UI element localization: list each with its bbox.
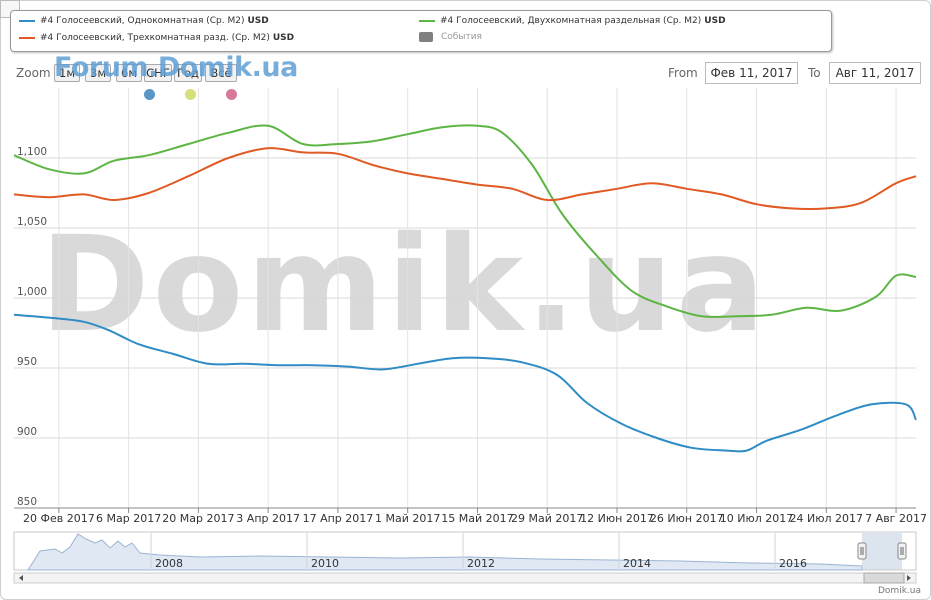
credit-label: Domik.ua <box>878 586 921 596</box>
x-tick-label: 20 Фев 2017 <box>23 512 95 525</box>
x-tick-label: 20 Мар 2017 <box>162 512 234 525</box>
legend-label: События <box>441 32 482 42</box>
zoom-all-button[interactable]: Всё <box>205 64 237 82</box>
event-marker-icon[interactable] <box>144 89 155 100</box>
legend-line-icon <box>419 20 435 22</box>
zoom-6m-button[interactable]: 6м <box>116 64 142 82</box>
navigator-year-label: 2016 <box>779 557 807 570</box>
y-tick-label: 1,050 <box>17 216 47 228</box>
navigator-year-label: 2010 <box>311 557 339 570</box>
legend-line-icon <box>19 20 35 22</box>
legend-currency: USD <box>247 16 269 26</box>
legend-item-1room[interactable]: #4 Голосеевский, Однокомнатная (Ср. M2) … <box>19 16 269 26</box>
series-line-1room[interactable] <box>13 313 917 453</box>
legend-currency: USD <box>704 16 726 26</box>
navigator-area <box>27 533 863 571</box>
to-label: To <box>808 66 821 80</box>
x-tick-label: 26 Июн 2017 <box>650 512 724 525</box>
x-tick-label: 17 Апр 2017 <box>303 512 374 525</box>
x-tick-label: 1 Май 2017 <box>375 512 440 525</box>
zoom-1m-button[interactable]: 1м <box>54 64 80 82</box>
navigator-handle[interactable] <box>897 542 907 560</box>
from-date-input[interactable]: Фев 11, 2017 <box>705 62 798 84</box>
navigator-scrollbar[interactable] <box>13 572 917 584</box>
from-label: From <box>668 66 698 80</box>
zoom-3m-button[interactable]: 3м <box>85 64 111 82</box>
legend-line-icon <box>19 37 35 39</box>
legend-box-icon <box>419 32 433 42</box>
x-tick-label: 29 Май 2017 <box>511 512 583 525</box>
x-tick-label: 15 Май 2017 <box>441 512 513 525</box>
legend-currency: USD <box>272 33 295 43</box>
navigator-year-label: 2012 <box>467 557 495 570</box>
series-line-3room[interactable] <box>13 147 917 210</box>
x-tick-label: 24 Июл 2017 <box>790 512 864 525</box>
forum-watermark: Forum.Domik.ua <box>54 52 298 83</box>
zoom-year-button[interactable]: Год <box>174 64 202 82</box>
legend-item-2room[interactable]: #4 Голосеевский, Двухкомнатная раздельна… <box>419 16 726 26</box>
navigator-year-label: 2008 <box>155 557 183 570</box>
y-tick-label: 900 <box>17 426 37 438</box>
navigator-selection[interactable] <box>862 533 902 570</box>
x-tick-label: 6 Мар 2017 <box>96 512 161 525</box>
navigator-handle[interactable] <box>857 542 867 560</box>
legend-label: #4 Голосеевский, Однокомнатная (Ср. M2) <box>40 16 245 26</box>
navigator-scrollbar-thumb[interactable] <box>863 572 905 584</box>
zoom-ytd-button[interactable]: СНГ <box>144 64 172 82</box>
legend-label: #4 Голосеевский, Трехкомнатная разд. (Ср… <box>40 33 270 43</box>
chart-legend: #4 Голосеевский, Однокомнатная (Ср. M2) … <box>10 10 832 52</box>
y-tick-label: 1,000 <box>17 286 47 298</box>
x-tick-label: 3 Апр 2017 <box>236 512 300 525</box>
x-tick-label: 10 Июл 2017 <box>720 512 794 525</box>
y-tick-label: 850 <box>17 496 37 508</box>
series-line-2room[interactable] <box>13 124 917 318</box>
legend-item-events[interactable]: События <box>419 32 482 42</box>
zoom-label: Zoom <box>16 66 51 80</box>
to-date-input[interactable]: Авг 11, 2017 <box>829 62 921 84</box>
y-tick-label: 1,100 <box>17 146 47 158</box>
event-marker-icon[interactable] <box>226 89 237 100</box>
navigator-year-label: 2014 <box>623 557 651 570</box>
legend-label: #4 Голосеевский, Двухкомнатная раздельна… <box>440 16 702 26</box>
scroll-right-icon[interactable] <box>907 575 911 581</box>
legend-item-3room[interactable]: #4 Голосеевский, Трехкомнатная разд. (Ср… <box>19 33 294 43</box>
scroll-left-icon[interactable] <box>19 575 23 581</box>
event-marker-icon[interactable] <box>185 89 196 100</box>
x-tick-label: 7 Авг 2017 <box>865 512 927 525</box>
y-tick-label: 950 <box>17 356 37 368</box>
x-tick-label: 12 Июн 2017 <box>580 512 654 525</box>
